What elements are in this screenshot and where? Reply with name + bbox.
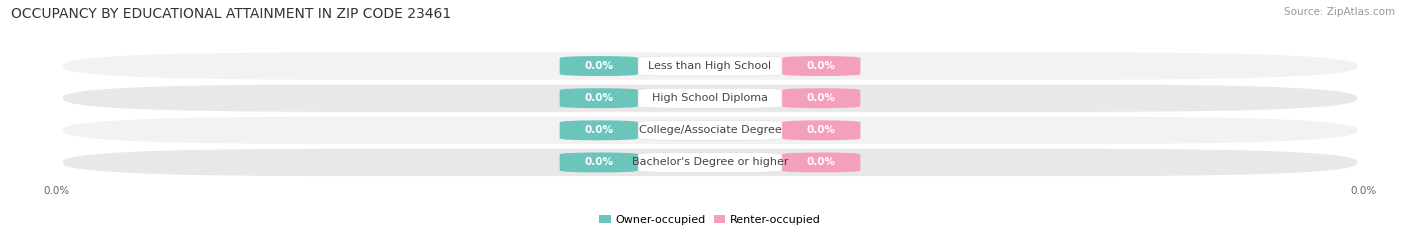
Text: 0.0%: 0.0% (807, 93, 835, 103)
FancyBboxPatch shape (782, 88, 860, 108)
Text: Less than High School: Less than High School (648, 61, 772, 71)
FancyBboxPatch shape (782, 56, 860, 76)
Text: High School Diploma: High School Diploma (652, 93, 768, 103)
FancyBboxPatch shape (560, 152, 638, 172)
FancyBboxPatch shape (638, 120, 782, 140)
FancyBboxPatch shape (63, 117, 1357, 144)
Text: Bachelor's Degree or higher: Bachelor's Degree or higher (631, 158, 789, 168)
FancyBboxPatch shape (638, 88, 782, 108)
FancyBboxPatch shape (63, 149, 1357, 176)
Text: 0.0%: 0.0% (807, 158, 835, 168)
FancyBboxPatch shape (560, 88, 638, 108)
Text: College/Associate Degree: College/Associate Degree (638, 125, 782, 135)
FancyBboxPatch shape (63, 85, 1357, 112)
FancyBboxPatch shape (638, 56, 782, 76)
FancyBboxPatch shape (560, 120, 638, 140)
Text: 0.0%: 0.0% (585, 93, 613, 103)
Text: 0.0%: 0.0% (585, 125, 613, 135)
Text: 0.0%: 0.0% (585, 158, 613, 168)
Legend: Owner-occupied, Renter-occupied: Owner-occupied, Renter-occupied (595, 210, 825, 229)
FancyBboxPatch shape (638, 152, 782, 172)
FancyBboxPatch shape (63, 52, 1357, 80)
Text: 0.0%: 0.0% (585, 61, 613, 71)
FancyBboxPatch shape (782, 152, 860, 172)
Text: 0.0%: 0.0% (807, 61, 835, 71)
Text: Source: ZipAtlas.com: Source: ZipAtlas.com (1284, 7, 1395, 17)
Text: 0.0%: 0.0% (807, 125, 835, 135)
FancyBboxPatch shape (560, 56, 638, 76)
Text: OCCUPANCY BY EDUCATIONAL ATTAINMENT IN ZIP CODE 23461: OCCUPANCY BY EDUCATIONAL ATTAINMENT IN Z… (11, 7, 451, 21)
FancyBboxPatch shape (782, 120, 860, 140)
